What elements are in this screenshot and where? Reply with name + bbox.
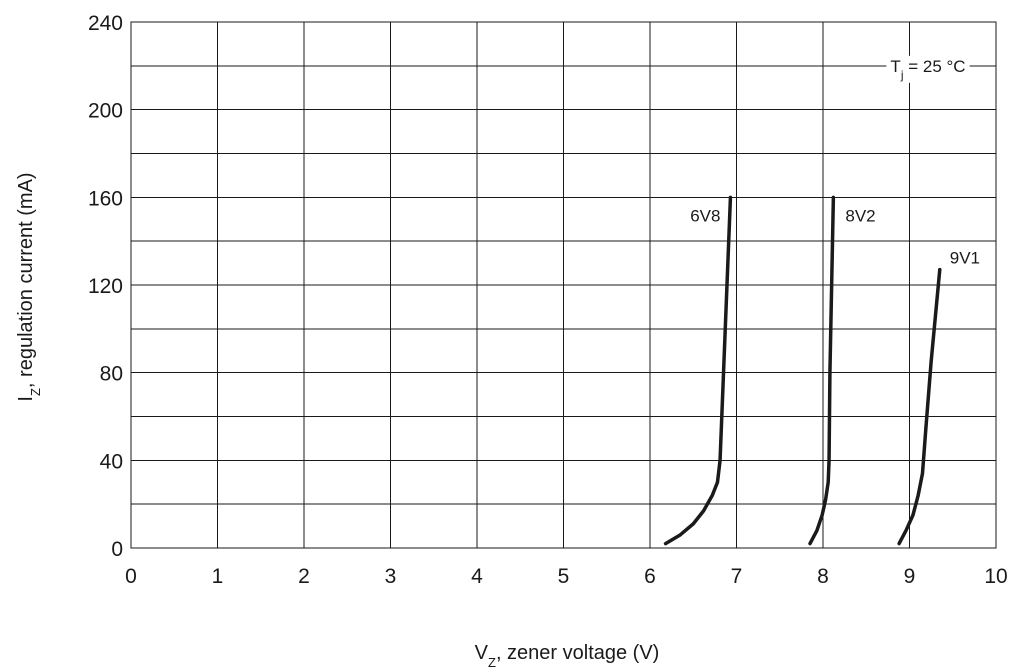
annotation-subscript: j: [900, 68, 904, 82]
series-label-9v1: 9V1: [950, 249, 980, 268]
y-tick-label: 0: [111, 538, 123, 561]
series-labels: 6V8 8V2 9V1: [690, 206, 980, 267]
x-axis-subscript: Z: [488, 655, 496, 667]
annotation-symbol: T: [890, 57, 900, 76]
y-tick-label: 200: [88, 100, 123, 123]
x-tick-label: 8: [817, 565, 829, 588]
series-label-6v8: 6V8: [690, 206, 720, 225]
curve-6v8: [663, 195, 733, 546]
grid: [130, 21, 997, 549]
series-curves: [663, 195, 942, 546]
annotation-rest: = 25 °C: [903, 57, 965, 76]
y-axis-label: IZ, regulation current (mA): [15, 172, 43, 401]
x-tick-label: 3: [385, 565, 397, 588]
x-tick-label: 7: [731, 565, 743, 588]
x-tick-labels: 0 1 2 3 4 5 6 7 8 9 10: [125, 565, 1008, 588]
annotation-background: [886, 55, 970, 83]
curve-9v1: [897, 267, 942, 546]
y-tick-label: 40: [100, 450, 123, 473]
plot-frame: [130, 21, 997, 549]
x-tick-label: 0: [125, 565, 137, 588]
y-tick-label: 240: [88, 12, 123, 35]
y-tick-labels: 0 40 80 120 160 200 240: [88, 12, 123, 561]
x-tick-label: 2: [298, 565, 310, 588]
temperature-annotation: Tj = 25 °C: [886, 55, 970, 83]
x-tick-label: 6: [644, 565, 656, 588]
x-tick-label: 5: [558, 565, 570, 588]
y-tick-label: 160: [88, 187, 123, 210]
x-axis-rest: , zener voltage (V): [496, 642, 659, 664]
curve-8v2: [808, 195, 836, 546]
x-tick-label: 10: [984, 565, 1007, 588]
y-axis-subscript: Z: [28, 388, 43, 396]
y-axis-rest: , regulation current (mA): [15, 172, 37, 388]
series-label-8v2: 8V2: [845, 206, 875, 225]
y-tick-label: 120: [88, 275, 123, 298]
x-tick-label: 1: [212, 565, 224, 588]
annotation-text: Tj = 25 °C: [890, 57, 965, 82]
y-tick-label: 80: [100, 363, 123, 386]
y-axis-symbol: I: [15, 396, 37, 402]
x-axis-symbol: V: [475, 642, 489, 664]
x-tick-label: 4: [471, 565, 483, 588]
x-tick-label: 9: [904, 565, 916, 588]
x-axis-label: VZ, zener voltage (V): [475, 642, 660, 667]
